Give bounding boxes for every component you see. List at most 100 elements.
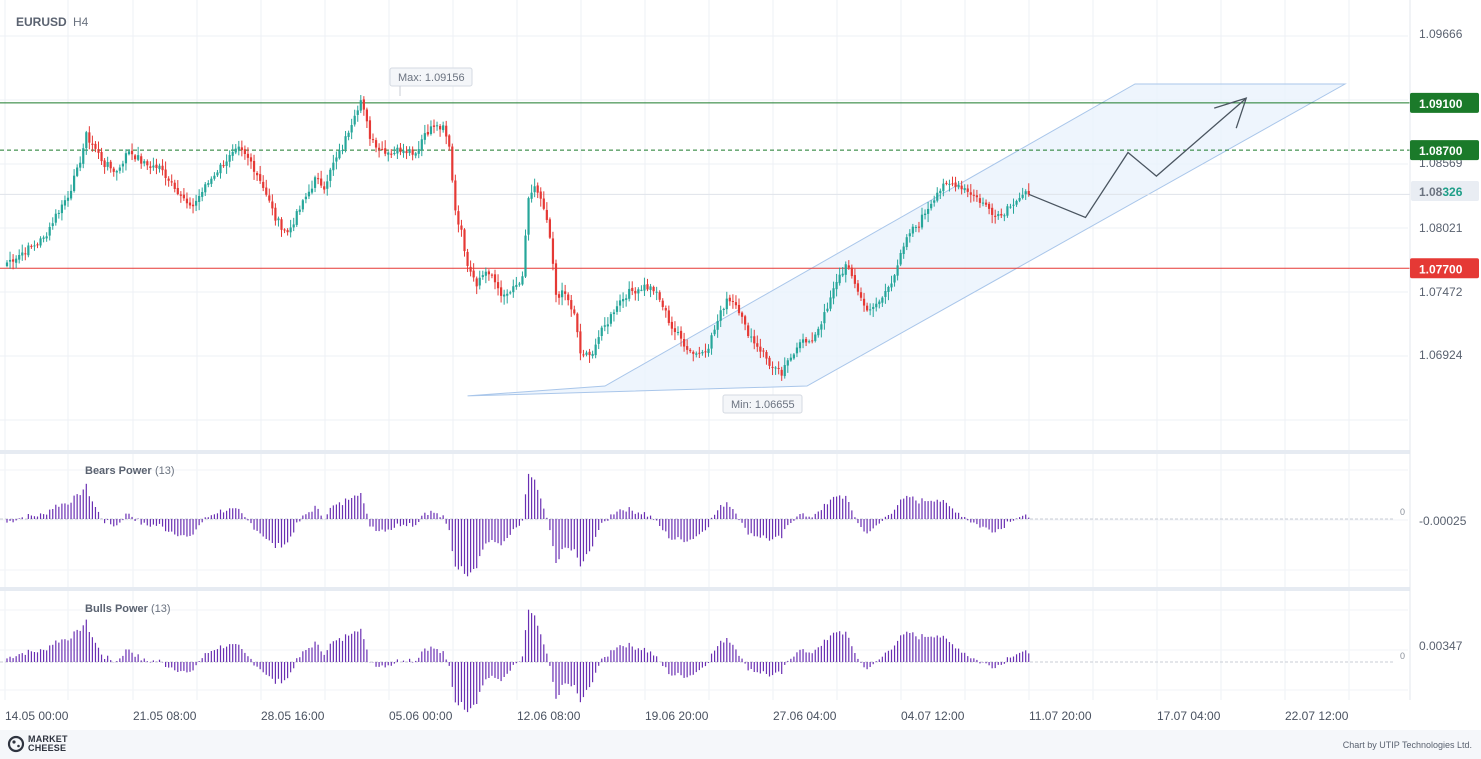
- candle: [66, 191, 70, 207]
- candle: [448, 134, 451, 151]
- bears-power-value: -0.00025: [1419, 514, 1467, 528]
- candle: [957, 180, 960, 190]
- candle: [618, 294, 622, 312]
- candle: [112, 166, 115, 177]
- panel-separator-1[interactable]: [0, 450, 1410, 454]
- candle: [997, 210, 1000, 220]
- candle: [994, 209, 997, 224]
- candle: [814, 332, 817, 343]
- candle: [387, 151, 390, 162]
- candle: [36, 242, 39, 249]
- time-axis: 14.05 00:00 21.05 08:00 28.05 16:00 05.0…: [5, 709, 1349, 723]
- candle: [917, 221, 921, 233]
- candle: [615, 300, 619, 315]
- candle: [39, 236, 42, 248]
- candle: [204, 182, 207, 197]
- candle: [765, 350, 768, 365]
- candle: [991, 203, 994, 224]
- candle: [268, 188, 271, 203]
- candle: [417, 141, 420, 159]
- candle: [890, 275, 893, 292]
- candle: [478, 270, 481, 290]
- candle: [521, 271, 524, 286]
- candle: [170, 174, 173, 187]
- candle: [710, 332, 713, 355]
- candle: [844, 261, 847, 283]
- candle: [127, 149, 131, 156]
- cheese-logo-icon: [7, 735, 25, 753]
- candle: [692, 350, 695, 362]
- candle: [362, 96, 365, 116]
- candle: [984, 199, 988, 207]
- candle: [695, 351, 698, 358]
- bulls-power-title[interactable]: Bulls Power: [85, 603, 149, 615]
- candle: [539, 187, 542, 207]
- candle: [853, 268, 856, 289]
- candle: [134, 154, 137, 162]
- candle: [698, 346, 701, 359]
- candle: [545, 202, 548, 223]
- candle: [780, 366, 783, 381]
- symbol-label[interactable]: EURUSD: [16, 15, 67, 29]
- candle: [676, 326, 680, 336]
- candle: [686, 339, 689, 355]
- candle: [661, 298, 664, 311]
- bulls-power-value: 0.00347: [1419, 639, 1463, 653]
- candle: [146, 159, 149, 170]
- candle: [51, 217, 54, 230]
- candle: [930, 200, 933, 211]
- forecast-line: [1028, 97, 1247, 219]
- candle: [969, 184, 972, 203]
- candle: [271, 194, 274, 216]
- candle: [811, 332, 814, 344]
- candle: [722, 307, 725, 317]
- candle: [350, 118, 353, 140]
- candle: [862, 292, 866, 312]
- candle: [850, 264, 853, 279]
- candle: [94, 141, 97, 153]
- candle: [442, 121, 445, 133]
- candle: [234, 144, 237, 155]
- candle: [152, 157, 155, 171]
- candle: [771, 361, 774, 376]
- candle: [259, 165, 262, 184]
- candle: [835, 273, 838, 297]
- candle: [643, 277, 646, 297]
- candle: [24, 247, 27, 261]
- candle: [475, 276, 478, 295]
- candle: [469, 260, 472, 277]
- candle: [978, 193, 982, 208]
- candle: [185, 192, 189, 209]
- candle: [106, 156, 109, 171]
- candle: [731, 294, 734, 309]
- brand-logo[interactable]: MARKET CHEESE: [7, 734, 68, 753]
- candle: [579, 323, 582, 361]
- candle: [899, 249, 902, 267]
- candle: [222, 160, 225, 168]
- candle: [655, 286, 658, 301]
- candle: [933, 195, 936, 207]
- candle: [939, 188, 942, 200]
- candle: [173, 179, 176, 193]
- candle: [12, 254, 15, 270]
- candle: [652, 285, 655, 295]
- candle: [347, 130, 350, 141]
- candle: [100, 147, 103, 166]
- candle: [866, 302, 869, 312]
- chart-credit[interactable]: Chart by UTIP Technologies Ltd.: [1343, 740, 1472, 750]
- candle: [493, 269, 497, 290]
- candle: [701, 349, 704, 356]
- candle: [237, 140, 240, 156]
- candle: [664, 305, 667, 318]
- candle: [60, 200, 63, 221]
- panel-separator-2[interactable]: [0, 587, 1410, 591]
- candle: [859, 287, 863, 302]
- candle: [45, 232, 48, 242]
- candle: [85, 130, 88, 155]
- candle: [164, 161, 167, 186]
- candle: [515, 276, 518, 290]
- bears-power-title[interactable]: Bears Power: [85, 465, 152, 477]
- candle: [533, 178, 536, 198]
- timeframe-label[interactable]: H4: [73, 15, 89, 29]
- time-axis-label: 28.05 16:00: [261, 709, 325, 723]
